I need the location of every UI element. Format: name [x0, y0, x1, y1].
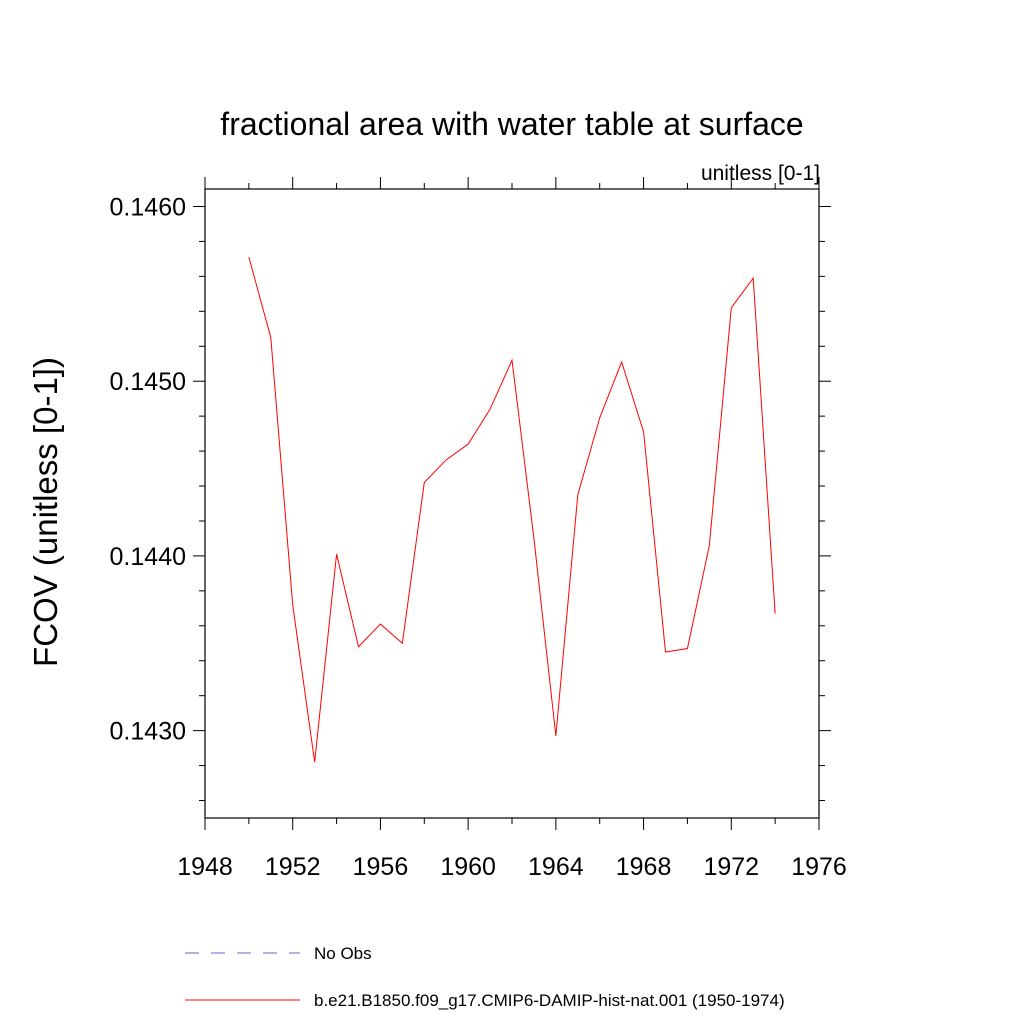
legend-label-1: b.e21.B1850.f09_g17.CMIP6-DAMIP-hist-nat…	[314, 991, 785, 1010]
chart-subtitle: unitless [0-1]	[701, 162, 820, 185]
data-point	[313, 761, 316, 764]
x-tick-label: 1952	[265, 853, 321, 881]
data-point	[379, 623, 382, 626]
data-point	[554, 734, 557, 737]
x-tick-label: 1956	[353, 853, 409, 881]
y-axis-label: FCOV (unitless [0-1])	[27, 357, 64, 667]
data-point	[401, 642, 404, 645]
legend: No Obs b.e21.B1850.f09_g17.CMIP6-DAMIP-hi…	[185, 944, 785, 1010]
chart-title: fractional area with water table at surf…	[220, 106, 803, 142]
data-point	[532, 537, 535, 540]
data-point	[489, 408, 492, 411]
x-tick-label: 1976	[791, 853, 847, 881]
data-point	[752, 277, 755, 280]
data-point	[445, 458, 448, 461]
data-point	[774, 612, 777, 615]
data-point	[642, 430, 645, 433]
data-point	[511, 359, 514, 362]
data-point	[598, 416, 601, 419]
x-tick-label: 1960	[440, 853, 496, 881]
data-point	[664, 651, 667, 654]
legend-label-0: No Obs	[314, 944, 372, 963]
plot-frame	[204, 188, 820, 819]
x-tick-label: 1948	[177, 853, 233, 881]
y-tick-label: 0.1440	[110, 543, 186, 571]
data-point	[686, 647, 689, 650]
x-tick-label: 1968	[616, 853, 672, 881]
data-point	[291, 603, 294, 606]
data-point	[620, 360, 623, 363]
data-point	[357, 645, 360, 648]
data-point	[708, 544, 711, 547]
x-tick-label: 1972	[703, 853, 759, 881]
data-point	[423, 481, 426, 484]
data-point	[730, 306, 733, 309]
y-tick-label: 0.1450	[110, 368, 186, 396]
data-point	[269, 336, 272, 339]
y-tick-label: 0.1430	[110, 718, 186, 746]
plot-area	[247, 256, 777, 764]
x-tick-label: 1964	[528, 853, 584, 881]
data-point	[576, 493, 579, 496]
series-line-1	[248, 257, 776, 763]
data-point	[467, 443, 470, 446]
y-tick-label: 0.1460	[110, 193, 186, 221]
plot-axes: 1948 1952 1956 1960 1964 1968 1972 1976 0.1430 0.…	[110, 177, 847, 881]
data-point	[247, 256, 250, 259]
data-point	[335, 553, 338, 556]
